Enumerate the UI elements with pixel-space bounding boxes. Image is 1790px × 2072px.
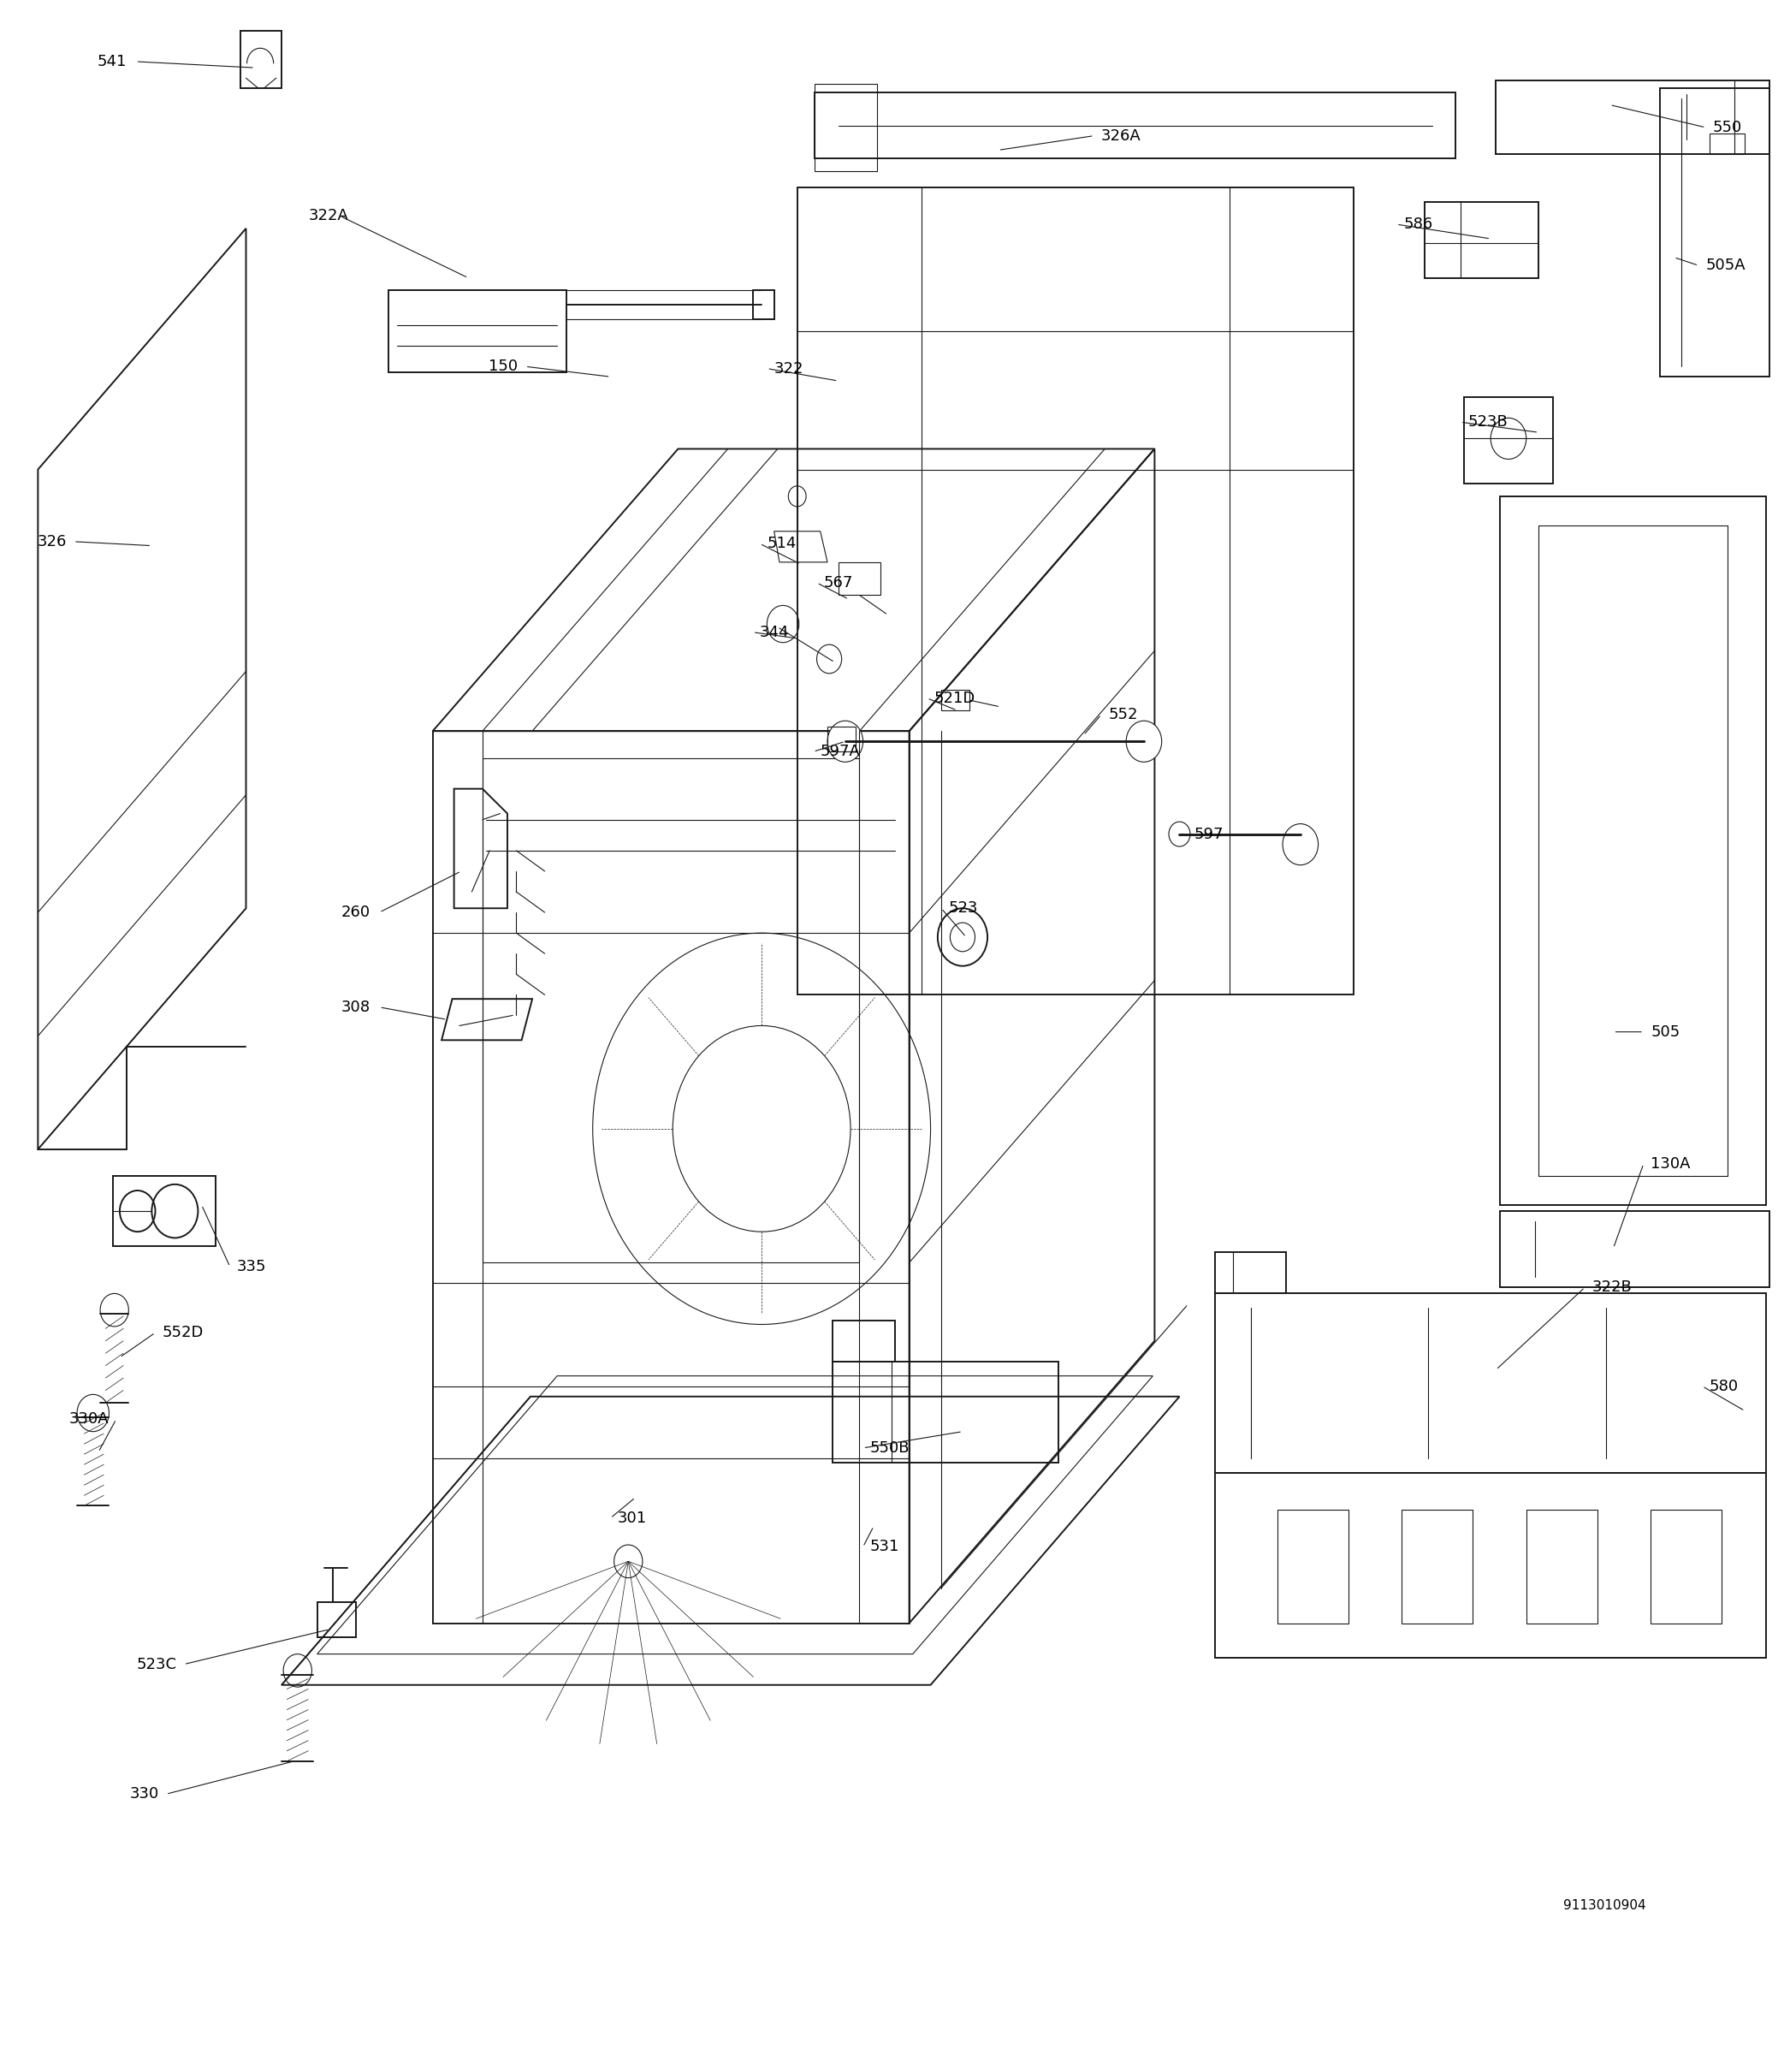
Text: 567: 567 <box>823 576 854 591</box>
Text: 597: 597 <box>1194 827 1223 841</box>
Text: 322B: 322B <box>1591 1280 1632 1295</box>
Text: 552: 552 <box>1108 707 1138 723</box>
Circle shape <box>1126 721 1162 762</box>
Text: 330A: 330A <box>70 1411 109 1428</box>
Text: 330: 330 <box>129 1786 159 1803</box>
Text: 130A: 130A <box>1650 1156 1690 1171</box>
Circle shape <box>827 721 863 762</box>
Text: 308: 308 <box>342 999 371 1015</box>
Text: 552D: 552D <box>163 1324 204 1341</box>
Text: 597A: 597A <box>820 744 861 760</box>
Text: 580: 580 <box>1709 1378 1738 1394</box>
Text: 521D: 521D <box>934 690 976 707</box>
Text: 326: 326 <box>38 535 66 549</box>
Text: 301: 301 <box>618 1510 646 1525</box>
Text: 523B: 523B <box>1468 414 1507 429</box>
Text: 326A: 326A <box>1101 128 1142 143</box>
Text: 586: 586 <box>1403 218 1432 232</box>
Text: 322: 322 <box>773 361 804 377</box>
Circle shape <box>1283 825 1317 864</box>
Text: 260: 260 <box>342 905 371 920</box>
Text: 550B: 550B <box>870 1440 909 1457</box>
Circle shape <box>1169 823 1190 847</box>
Text: 505: 505 <box>1650 1024 1681 1040</box>
Text: 322A: 322A <box>310 209 349 224</box>
Text: 150: 150 <box>489 358 517 375</box>
Text: 550: 550 <box>1713 120 1742 135</box>
Text: 335: 335 <box>236 1260 267 1274</box>
Text: 514: 514 <box>766 537 797 551</box>
Text: 9113010904: 9113010904 <box>1564 1898 1647 1912</box>
Text: 344: 344 <box>761 624 789 640</box>
Text: 531: 531 <box>870 1539 900 1554</box>
Text: 523C: 523C <box>136 1658 177 1672</box>
Text: 541: 541 <box>97 54 127 68</box>
Text: 523: 523 <box>949 901 977 916</box>
Text: 505A: 505A <box>1706 257 1745 274</box>
